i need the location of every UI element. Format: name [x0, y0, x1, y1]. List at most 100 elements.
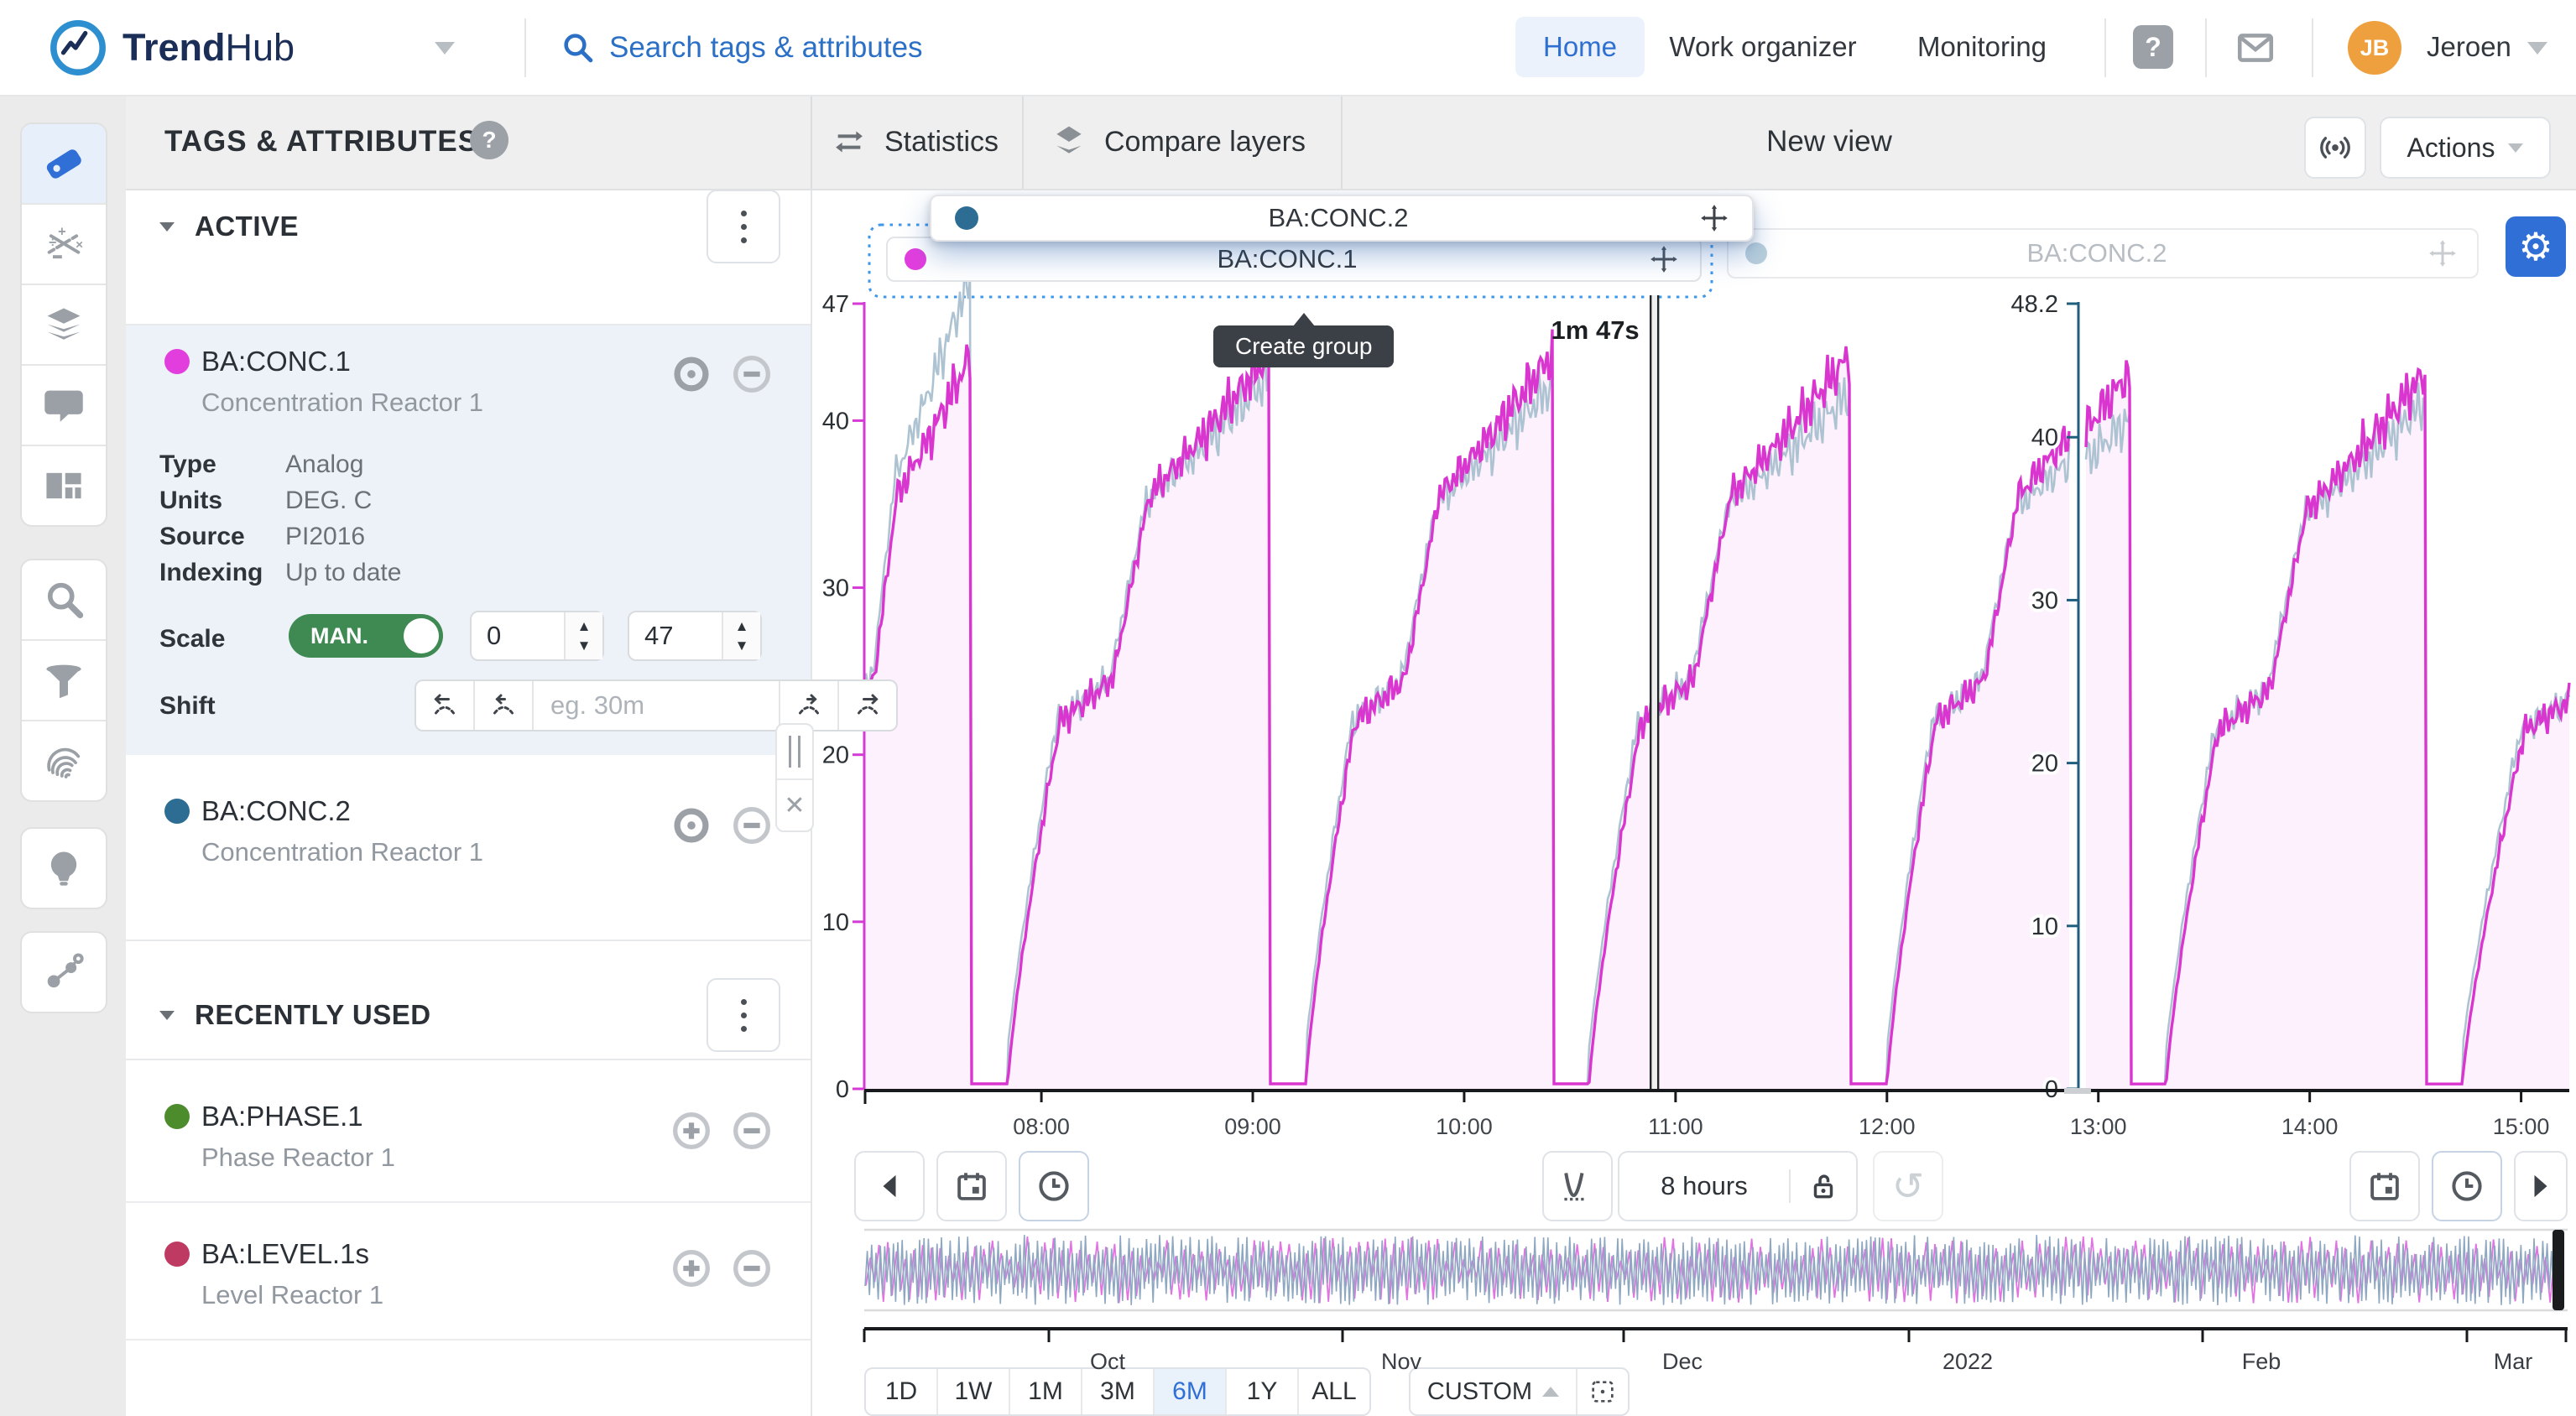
svg-text:10: 10	[822, 909, 849, 936]
add-tag-icon[interactable]	[667, 1244, 716, 1293]
detail-label: Source	[159, 523, 245, 550]
remove-tag-icon[interactable]	[727, 1106, 776, 1155]
add-tag-icon[interactable]	[667, 1106, 716, 1155]
rail-tags-button[interactable]	[22, 124, 106, 203]
recent-menu-button[interactable]	[707, 978, 780, 1052]
series-header-label: BA:CONC.2	[2026, 238, 2167, 268]
tag-name[interactable]: BA:PHASE.1	[201, 1101, 363, 1132]
panel-help-icon[interactable]: ?	[470, 121, 508, 159]
stepper-arrows[interactable]: ▲ ▼	[722, 612, 760, 659]
range-all[interactable]: ALL	[1311, 1377, 1357, 1405]
range-1d[interactable]: 1D	[866, 1369, 938, 1414]
shift-input-group	[415, 679, 898, 731]
chart-settings-button[interactable]: ⚙	[2506, 216, 2566, 277]
pan-right-button[interactable]	[2514, 1151, 2568, 1221]
dragged-series-card-conc2[interactable]: BA:CONC.2	[930, 195, 1754, 242]
actions-button[interactable]: Actions	[2380, 117, 2551, 179]
shift-right-button[interactable]	[779, 681, 837, 730]
svg-text:40: 40	[822, 408, 849, 435]
series-header-conc1[interactable]: BA:CONC.1	[886, 237, 1702, 282]
series-header-conc2-ghost[interactable]: BA:CONC.2	[1727, 228, 2479, 279]
range-1w[interactable]: 1W	[938, 1369, 1010, 1414]
stepper-arrows[interactable]: ▲ ▼	[564, 612, 602, 659]
splitter-grip[interactable]	[777, 725, 812, 780]
topbar-divider	[524, 18, 526, 77]
mail-icon[interactable]	[2234, 27, 2277, 69]
clock-icon	[2452, 1171, 2482, 1201]
move-icon	[2429, 240, 2456, 267]
panel-splitter[interactable]: ✕	[775, 723, 814, 832]
remove-tag-icon[interactable]	[727, 350, 776, 398]
rail-comments-button[interactable]	[22, 364, 106, 445]
history-button[interactable]: ↺	[1873, 1151, 1943, 1221]
scale-max-stepper[interactable]: ▲▼	[628, 611, 762, 661]
remove-tag-icon[interactable]	[727, 801, 776, 850]
remove-tag-icon[interactable]	[727, 1244, 776, 1293]
pan-left-button[interactable]	[854, 1151, 925, 1221]
shift-input[interactable]	[534, 681, 779, 730]
move-icon[interactable]	[1698, 202, 1730, 234]
end-date-button[interactable]	[2349, 1151, 2420, 1221]
scale-max-input[interactable]	[629, 612, 722, 659]
svg-text:47: 47	[822, 291, 849, 318]
visibility-icon[interactable]	[667, 801, 716, 850]
scale-min-stepper[interactable]: ▲▼	[470, 611, 604, 661]
rail-filter-button[interactable]	[22, 639, 106, 720]
lock-duration-button[interactable]	[1789, 1169, 1856, 1203]
tag-name[interactable]: BA:CONC.2	[201, 795, 351, 826]
custom-range-button[interactable]: CUSTOM	[1411, 1378, 1576, 1406]
duration-value[interactable]: 8 hours	[1661, 1171, 1748, 1200]
svg-text:Dec: Dec	[1662, 1349, 1703, 1374]
scale-min-input[interactable]	[472, 612, 564, 659]
end-time-button[interactable]	[2432, 1151, 2502, 1221]
shift-far-left-button[interactable]	[416, 681, 475, 730]
tool-rail: + ÷ ×	[0, 95, 126, 1416]
visibility-icon[interactable]	[667, 350, 716, 398]
rail-layers-button[interactable]	[22, 284, 106, 364]
rail-formulas-button[interactable]: + ÷ ×	[22, 203, 106, 284]
move-icon[interactable]	[1648, 243, 1680, 275]
logo-chevron-down-icon[interactable]	[435, 42, 455, 55]
recent-section-label: RECENTLY USED	[195, 999, 431, 1030]
splitter-close-icon[interactable]: ✕	[784, 791, 806, 820]
range-1y[interactable]: 1Y	[1227, 1369, 1299, 1414]
statistics-button[interactable]: Statistics	[831, 95, 999, 189]
tag-name[interactable]: BA:LEVEL.1s	[201, 1238, 369, 1269]
compare-layers-button[interactable]: Compare layers	[1051, 95, 1306, 189]
nav-home[interactable]: Home	[1515, 17, 1645, 77]
start-time-button[interactable]	[1019, 1151, 1089, 1221]
active-menu-button[interactable]	[707, 190, 780, 263]
svg-text:×: ×	[76, 237, 83, 252]
user-name[interactable]: Jeroen	[2427, 31, 2511, 62]
avatar[interactable]: JB	[2348, 21, 2401, 75]
range-3m[interactable]: 3M	[1082, 1369, 1155, 1414]
nav-work-organizer[interactable]: Work organizer	[1669, 31, 1857, 62]
series-dot	[955, 206, 978, 230]
app-logo[interactable]: TrendHub	[123, 26, 295, 69]
detail-label: Type	[159, 450, 216, 478]
statistics-icon	[836, 131, 863, 153]
range-6m[interactable]: 6M	[1155, 1369, 1227, 1414]
range-1m[interactable]: 1M	[1010, 1369, 1082, 1414]
recent-collapse-icon[interactable]	[159, 1011, 175, 1020]
expand-icon	[1592, 1381, 1614, 1403]
rail-search-button[interactable]	[22, 560, 106, 639]
help-icon[interactable]: ?	[2133, 25, 2173, 69]
tag-name[interactable]: BA:CONC.1	[201, 346, 351, 377]
rail-context-button[interactable]	[22, 933, 106, 1012]
broadcast-button[interactable]	[2304, 117, 2366, 179]
rail-patterns-button[interactable]	[22, 720, 106, 800]
fit-view-button[interactable]	[1576, 1369, 1628, 1414]
scale-mode-toggle[interactable]: MAN.	[289, 614, 443, 658]
search-input[interactable]	[607, 17, 1249, 79]
active-collapse-icon[interactable]	[159, 222, 175, 232]
start-date-button[interactable]	[936, 1151, 1007, 1221]
shift-left-button[interactable]	[475, 681, 534, 730]
user-chevron-down-icon[interactable]	[2527, 42, 2547, 55]
divider	[126, 1339, 811, 1341]
nav-monitoring[interactable]: Monitoring	[1916, 31, 2047, 62]
rail-dashboard-button[interactable]	[22, 445, 106, 525]
rail-recommendations-button[interactable]	[22, 829, 106, 908]
autoscale-button[interactable]	[1542, 1151, 1613, 1221]
shift-far-right-button[interactable]	[837, 681, 896, 730]
